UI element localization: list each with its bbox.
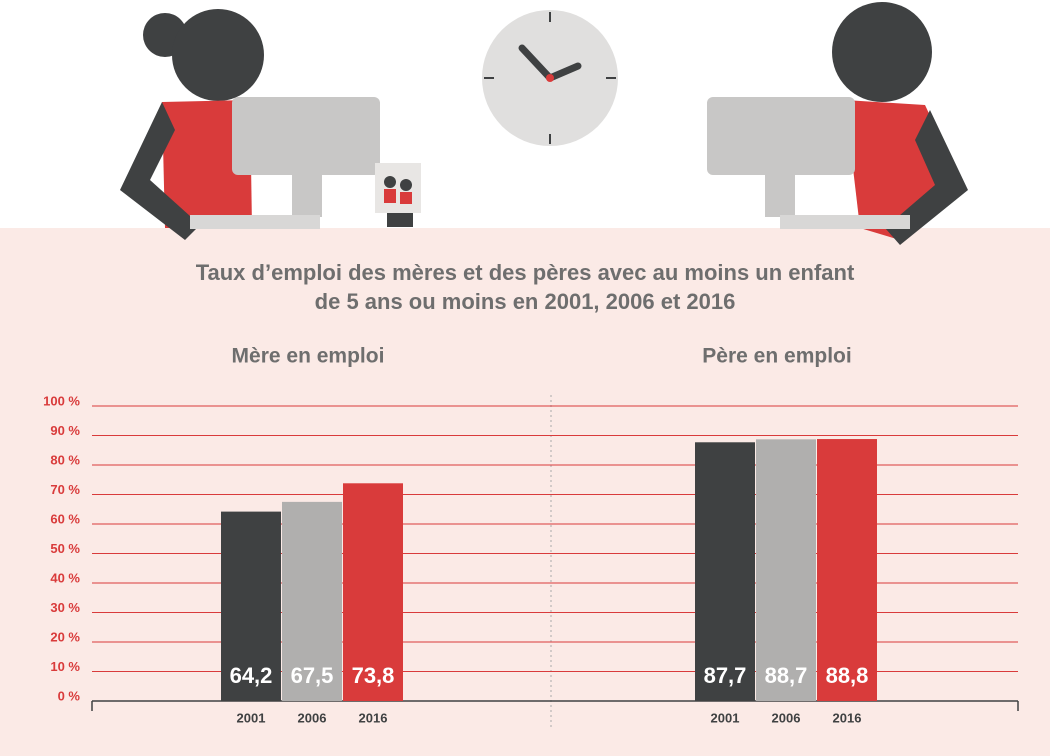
x-tick-label: 2016 bbox=[833, 710, 862, 725]
y-tick-label: 50 % bbox=[50, 541, 80, 556]
x-tick-label: 2001 bbox=[237, 710, 266, 725]
y-tick-label: 60 % bbox=[50, 511, 80, 526]
y-tick-label: 0 % bbox=[58, 688, 81, 703]
illustration-mother bbox=[120, 9, 421, 240]
chart: 0 % 10 % 20 % 30 % 40 % 50 % 60 % 70 % 80 % 90 % 1… bbox=[0, 0, 1050, 756]
value-label: 87,7 bbox=[704, 663, 747, 688]
value-label: 64,2 bbox=[230, 663, 273, 688]
value-label: 67,5 bbox=[291, 663, 334, 688]
y-tick-label: 80 % bbox=[50, 452, 80, 467]
value-label: 88,7 bbox=[765, 663, 808, 688]
y-tick-label: 70 % bbox=[50, 482, 80, 497]
y-tick-label: 40 % bbox=[50, 570, 80, 585]
value-label: 73,8 bbox=[352, 663, 395, 688]
x-tick-label: 2001 bbox=[711, 710, 740, 725]
bar bbox=[817, 439, 877, 701]
bar bbox=[756, 439, 816, 701]
x-tick-label: 2016 bbox=[359, 710, 388, 725]
panel-title: Mère en emploi bbox=[232, 345, 385, 368]
y-tick-label: 20 % bbox=[50, 629, 80, 644]
value-label: 88,8 bbox=[826, 663, 869, 688]
x-tick-label: 2006 bbox=[298, 710, 327, 725]
illustration-clock bbox=[482, 10, 618, 146]
panel-title: Père en emploi bbox=[702, 345, 851, 368]
chart-title: Taux d’emploi des mères et des pères ave… bbox=[190, 258, 860, 316]
y-tick-label: 90 % bbox=[50, 423, 80, 438]
page: 0 % 10 % 20 % 30 % 40 % 50 % 60 % 70 % 80 % 90 % 1… bbox=[0, 0, 1050, 756]
y-tick-label: 30 % bbox=[50, 600, 80, 615]
y-tick-label: 100 % bbox=[43, 393, 80, 408]
y-tick-label: 10 % bbox=[50, 659, 80, 674]
illustration-father bbox=[707, 2, 968, 245]
x-tick-label: 2006 bbox=[772, 710, 801, 725]
